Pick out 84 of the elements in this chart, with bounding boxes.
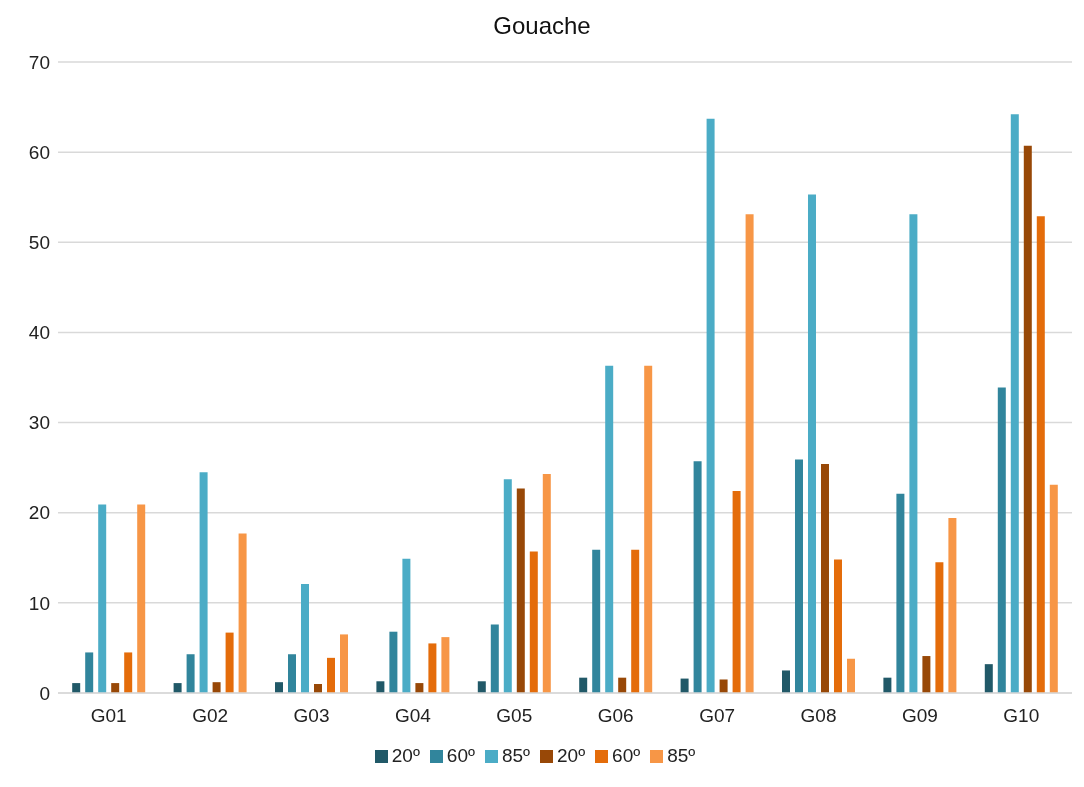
bar [173, 683, 182, 693]
bar [935, 562, 944, 693]
bar [579, 677, 588, 693]
y-tick-label: 0 [39, 682, 50, 704]
bar [719, 679, 728, 693]
bar [288, 654, 296, 693]
bar [909, 214, 918, 693]
bar [340, 634, 348, 693]
bar [225, 632, 234, 693]
bar [199, 472, 208, 693]
bar [680, 678, 689, 693]
bar [503, 479, 512, 693]
bar [327, 657, 335, 693]
x-tick-label: G08 [800, 705, 837, 727]
bar [782, 670, 790, 693]
bar [605, 365, 614, 693]
x-tick-label: G07 [699, 705, 736, 727]
bar [706, 118, 715, 693]
bar [376, 681, 385, 693]
bar [834, 559, 842, 693]
bar [415, 683, 424, 693]
bar [693, 461, 702, 693]
bar [275, 682, 283, 693]
x-tick-label: G02 [192, 705, 229, 727]
legend-label: 20º [391, 745, 420, 766]
chart-title: Gouache [492, 12, 592, 41]
bar [301, 583, 309, 693]
x-tick-label: G09 [901, 705, 938, 727]
y-tick-label: 30 [28, 412, 50, 434]
bar [477, 681, 486, 693]
x-tick-label: G06 [597, 705, 634, 727]
bar [441, 637, 450, 693]
bar [883, 677, 892, 693]
legend-label: 85º [667, 745, 696, 766]
bar [922, 656, 931, 693]
bar [896, 493, 905, 693]
y-tick-label: 50 [28, 232, 50, 254]
bar [821, 464, 829, 693]
bar [1010, 114, 1019, 693]
bar [516, 488, 525, 693]
bar [137, 504, 146, 693]
bar [72, 683, 81, 693]
legend-label: 20º [557, 745, 586, 766]
legend-label: 85º [501, 745, 530, 766]
y-tick-label: 60 [28, 141, 50, 163]
bar [1036, 216, 1045, 693]
y-tick-label: 10 [28, 592, 50, 614]
y-tick-label: 20 [28, 502, 50, 524]
bar [542, 473, 551, 693]
bar [529, 551, 538, 693]
bar [631, 549, 640, 693]
bar [402, 558, 411, 693]
bar [847, 658, 855, 693]
bar [732, 491, 741, 693]
bar [997, 387, 1006, 693]
bar [212, 682, 221, 693]
bar [592, 549, 601, 693]
bar [238, 533, 247, 693]
bar [745, 214, 754, 693]
bar [85, 652, 94, 693]
bar [1023, 145, 1032, 693]
bar [618, 677, 627, 693]
bar [644, 365, 653, 693]
legend-label: 60º [446, 745, 475, 766]
x-tick-label: G04 [394, 705, 432, 727]
bar [490, 624, 499, 693]
bar [795, 459, 803, 693]
y-tick-label: 40 [28, 322, 50, 344]
x-tick-label: G05 [496, 705, 533, 727]
bar [984, 664, 993, 693]
bar [111, 683, 120, 693]
x-tick-label: G01 [90, 705, 127, 727]
y-tick-label: 70 [28, 51, 50, 73]
x-tick-label: G10 [1003, 705, 1040, 727]
bar [808, 194, 816, 693]
bar [1049, 484, 1058, 693]
bar [428, 643, 437, 693]
bar [389, 631, 398, 693]
legend-label: 60º [612, 745, 641, 766]
x-tick-label: G03 [293, 705, 330, 727]
bar [186, 654, 195, 693]
bar [98, 504, 107, 693]
bar [948, 518, 957, 693]
bar [124, 652, 133, 693]
